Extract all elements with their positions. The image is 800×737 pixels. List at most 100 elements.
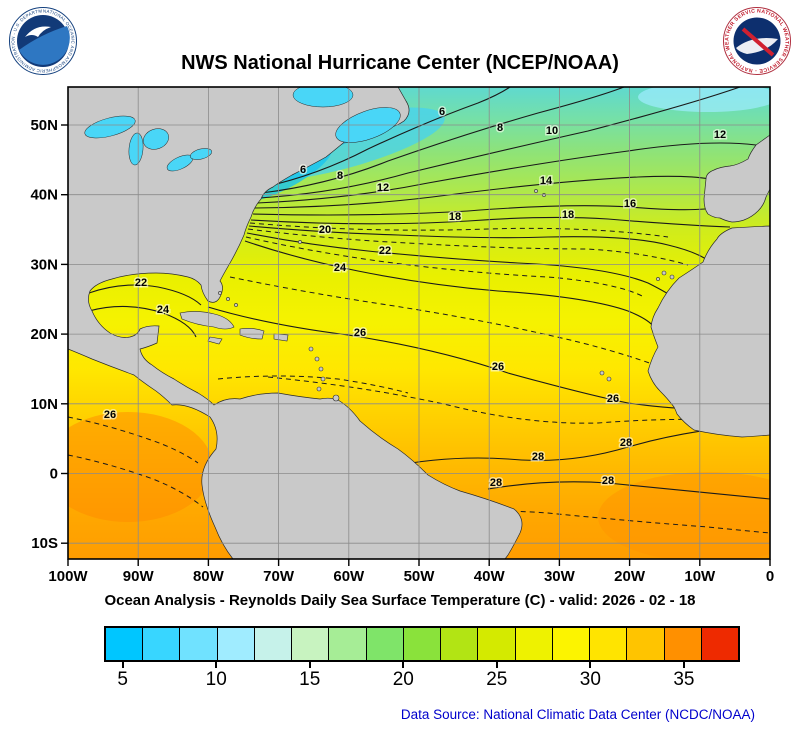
contour-label: 22: [135, 277, 147, 289]
lon-tick-label: 10W: [684, 568, 716, 585]
colorbar-segment: [143, 628, 181, 660]
contour-label: 24: [334, 262, 347, 274]
map-caption: Ocean Analysis - Reynolds Daily Sea Surf…: [104, 592, 696, 609]
lat-tick-label: 40N: [30, 187, 58, 204]
noaa-logo: NATIONAL OCEANIC AND ATMOSPHERIC ADMINIS…: [6, 2, 78, 81]
land-iberia-france: [703, 134, 770, 223]
data-source-text: Data Source: National Climatic Data Cent…: [400, 707, 755, 722]
isotherm-contours: [68, 87, 770, 534]
noaa-logo-svg: NATIONAL OCEANIC AND ATMOSPHERIC ADMINIS…: [6, 2, 77, 75]
contour-label: 28: [602, 475, 614, 487]
colorbar-segment: [664, 628, 702, 660]
sst-map: 6 6 8 8 10 12 12 14 16 18 18 20 22 22 24 24 26 26 26 26 28 28…: [30, 86, 774, 585]
colorbar-tick-label: 15: [299, 669, 321, 690]
nws-logo-svg: NATIONAL WEATHER SERVICE - NATIONAL WEAT…: [720, 2, 791, 75]
lon-tick-label: 60W: [333, 568, 365, 585]
lon-tick-label: 100W: [48, 568, 88, 585]
contour-label: 28: [532, 451, 544, 463]
colorbar-segment: [552, 628, 591, 660]
contour-value-labels: 6 6 8 8 10 12 12 14 16 18 18 20 22 22 24 24 26 26 26 26 28 28…: [102, 105, 727, 491]
noaa-emblem-ocean: [19, 26, 70, 65]
caribbean-islands: [179, 240, 340, 402]
contour-label: 28: [490, 477, 502, 489]
contour-label: 8: [337, 170, 343, 182]
colorbar-tick: [495, 662, 498, 668]
land-masses: [68, 87, 770, 559]
lon-tick-label: 0: [766, 568, 774, 585]
colorbar-tick: [402, 662, 405, 668]
colorbar: 5 10 15 20 25 30 35: [104, 626, 740, 696]
colorbar-segment: [292, 628, 330, 660]
lat-tick-label: 30N: [30, 256, 58, 273]
contour-label: 26: [607, 393, 619, 405]
nws-emblem-map: [736, 38, 778, 54]
lat-tick-label: 50N: [30, 117, 58, 134]
colorbar-segment: [403, 628, 442, 660]
contour-label: 14: [540, 175, 553, 187]
contour-label: 6: [300, 164, 306, 176]
noaa-bird-icon: [25, 26, 51, 37]
contour-label: 26: [492, 361, 504, 373]
lon-tick-label: 20W: [614, 568, 646, 585]
colorbar-tick-label: 5: [117, 669, 128, 690]
colorbar-tick-label: 20: [392, 669, 414, 690]
colorbar-segment: [180, 628, 218, 660]
lat-tick-label: 10N: [30, 396, 58, 413]
contour-label: 28: [620, 437, 632, 449]
colorbar-tick: [215, 662, 218, 668]
contour-label: 24: [157, 304, 170, 316]
contour-label: 18: [562, 209, 574, 221]
colorbar-ticks: 5 10 15 20 25 30 35: [104, 662, 740, 696]
colorbar-segment: [441, 628, 479, 660]
colorbar-tick: [682, 662, 685, 668]
colorbar-tick-label: 10: [205, 669, 227, 690]
contour-label: 26: [354, 327, 366, 339]
contour-label: 6: [439, 106, 445, 118]
colorbar-segment: [329, 628, 367, 660]
lat-tick-label: 0: [50, 466, 58, 483]
colorbar-segment: [590, 628, 628, 660]
colorbar-segment: [627, 628, 665, 660]
nws-logo: NATIONAL WEATHER SERVICE - NATIONAL WEAT…: [720, 2, 792, 81]
contour-label: 26: [104, 409, 116, 421]
colorbar-tick-label: 35: [673, 669, 695, 690]
colorbar-tick-label: 25: [486, 669, 508, 690]
warm-water-overlays: [68, 412, 770, 559]
atlantic-islands: [534, 189, 675, 382]
lon-tick-label: 90W: [123, 568, 155, 585]
contour-label: 22: [379, 245, 391, 257]
lon-tick-label: 50W: [404, 568, 436, 585]
map-plot-area: 6 6 8 8 10 12 12 14 16 18 18 20 22 22 24 24 26 26 26 26 28 28…: [67, 86, 771, 560]
colorbar-segment: [701, 628, 738, 660]
contour-label: 10: [546, 125, 558, 137]
lon-tick-label: 40W: [474, 568, 506, 585]
lon-tick-label: 70W: [263, 568, 295, 585]
colorbar-segment: [217, 628, 255, 660]
colorbar-segment: [106, 628, 144, 660]
colorbar-tick-label: 30: [579, 669, 601, 690]
lon-tick-label: 30W: [544, 568, 576, 585]
colorbar-segment: [254, 628, 293, 660]
lat-tick-label: 20N: [30, 326, 58, 343]
nws-emblem-slash: [741, 27, 775, 57]
colorbar-scale: [104, 626, 740, 662]
colorbar-tick: [308, 662, 311, 668]
land-africa: [647, 225, 770, 438]
contour-label: 12: [377, 182, 389, 194]
contour-label: 16: [624, 198, 636, 210]
contour-label: 12: [714, 129, 726, 141]
land-americas: [68, 87, 523, 559]
colorbar-segment: [478, 628, 516, 660]
contour-label: 20: [319, 224, 331, 236]
grid-lines: [68, 87, 770, 559]
colorbar-tick: [589, 662, 592, 668]
lon-tick-label: 80W: [193, 568, 225, 585]
colorbar-segment: [366, 628, 404, 660]
lat-tick-label: 10S: [31, 535, 58, 552]
contour-label: 18: [449, 211, 461, 223]
colorbar-tick: [121, 662, 124, 668]
colorbar-segment: [515, 628, 553, 660]
contour-label: 8: [497, 122, 503, 134]
page-title: NWS National Hurricane Center (NCEP/NOAA…: [181, 52, 619, 74]
